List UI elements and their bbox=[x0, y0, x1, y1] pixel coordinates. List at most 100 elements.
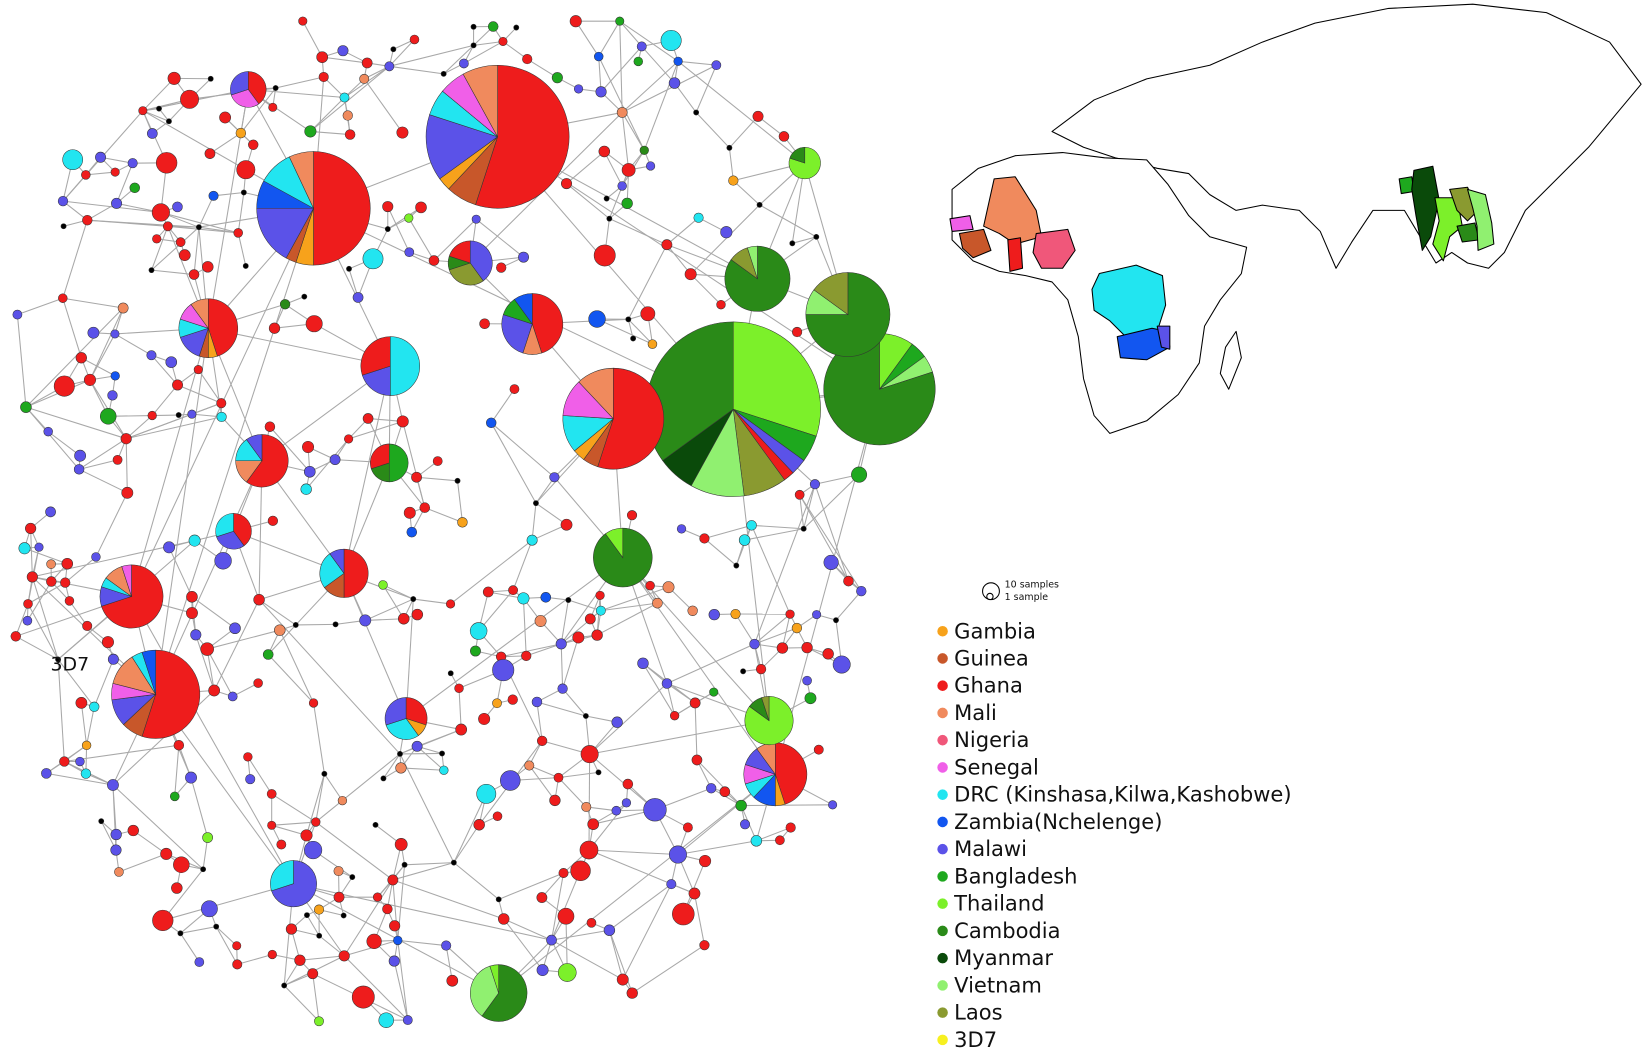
edge bbox=[365, 618, 404, 621]
haplotype-node bbox=[337, 796, 348, 806]
haplotype-node bbox=[177, 930, 184, 937]
haplotype-node bbox=[308, 698, 319, 708]
edge bbox=[453, 862, 500, 900]
haplotype-node bbox=[594, 51, 604, 62]
edge bbox=[78, 459, 118, 470]
edge bbox=[463, 41, 504, 64]
haplotype-node bbox=[389, 920, 401, 932]
haplotype-node bbox=[305, 315, 323, 333]
edge bbox=[31, 576, 59, 660]
haplotype-node bbox=[195, 224, 202, 231]
haplotype-node bbox=[99, 408, 117, 425]
edge bbox=[160, 211, 239, 234]
edge bbox=[568, 599, 601, 612]
edge bbox=[757, 115, 785, 137]
haplotype-node bbox=[83, 373, 96, 386]
vietnam bbox=[1467, 188, 1495, 251]
haplotype-node bbox=[557, 963, 577, 982]
haplotype-node bbox=[274, 624, 286, 636]
legend-label: Guinea bbox=[954, 645, 1029, 670]
haplotype-node bbox=[611, 805, 622, 816]
haplotype-node bbox=[342, 110, 353, 121]
haplotype-node bbox=[301, 293, 308, 300]
haplotype-node bbox=[595, 86, 607, 98]
haplotype-node bbox=[262, 649, 274, 660]
pie-slice bbox=[532, 293, 564, 354]
haplotype-node bbox=[843, 575, 854, 587]
haplotype-node bbox=[533, 500, 539, 507]
legend-dot bbox=[937, 898, 948, 909]
pie-slice bbox=[605, 527, 624, 559]
haplotype-node bbox=[89, 701, 100, 712]
edge bbox=[114, 333, 152, 356]
haplotype-node bbox=[633, 56, 643, 67]
haplotype-node bbox=[549, 794, 561, 807]
pie-slice bbox=[216, 530, 245, 550]
haplotype-node bbox=[459, 58, 469, 69]
edge bbox=[62, 174, 87, 202]
edge bbox=[306, 914, 320, 937]
haplotype-node bbox=[595, 769, 602, 776]
haplotype-node bbox=[200, 866, 207, 873]
haplotype-node bbox=[823, 554, 839, 570]
edge bbox=[424, 507, 463, 523]
edge bbox=[600, 586, 669, 612]
pie-slice bbox=[313, 151, 371, 266]
haplotype-node bbox=[726, 144, 733, 151]
haplotype-node bbox=[204, 148, 216, 159]
edge bbox=[383, 753, 401, 779]
haplotype-node bbox=[127, 824, 139, 837]
haplotype-node bbox=[267, 949, 277, 960]
edge bbox=[299, 955, 345, 961]
haplotype-node bbox=[216, 398, 227, 409]
pie-slice bbox=[360, 336, 391, 376]
edge bbox=[565, 916, 568, 973]
haplotype-node bbox=[349, 874, 356, 880]
edge bbox=[531, 524, 567, 541]
edge bbox=[490, 388, 515, 424]
edge bbox=[536, 701, 543, 741]
edge bbox=[26, 581, 52, 621]
haplotype-node bbox=[496, 262, 507, 273]
haplotype-node bbox=[740, 819, 751, 830]
pie-slice bbox=[789, 147, 806, 164]
haplotype-node bbox=[738, 534, 751, 546]
haplotype-node bbox=[470, 23, 477, 30]
haplotype-node bbox=[689, 697, 701, 709]
haplotype-node bbox=[311, 817, 321, 827]
edge bbox=[408, 217, 435, 261]
edge bbox=[190, 777, 209, 838]
legend-dot bbox=[937, 625, 948, 637]
haplotype-node bbox=[457, 517, 468, 528]
pie-slice bbox=[246, 434, 263, 462]
edge bbox=[756, 827, 791, 842]
edge bbox=[397, 939, 447, 947]
haplotype-node bbox=[268, 102, 278, 112]
haplotype-node bbox=[87, 326, 100, 339]
edge bbox=[95, 492, 128, 558]
haplotype-node bbox=[447, 670, 454, 677]
haplotype-node bbox=[409, 34, 420, 45]
edge bbox=[207, 629, 280, 650]
edge bbox=[458, 688, 462, 730]
pie-slice bbox=[370, 443, 390, 470]
edge bbox=[677, 840, 757, 856]
edge bbox=[15, 635, 59, 660]
pie-slice bbox=[462, 64, 498, 137]
edge bbox=[522, 598, 527, 656]
haplotype-node bbox=[169, 791, 180, 802]
legend-dot bbox=[937, 789, 948, 800]
haplotype-node bbox=[207, 75, 214, 82]
edge bbox=[87, 219, 199, 228]
edge bbox=[400, 767, 444, 771]
haplotype-node bbox=[746, 520, 757, 531]
legend-label: Myanmar bbox=[954, 945, 1053, 970]
legend-dot bbox=[937, 816, 948, 828]
edge bbox=[279, 629, 315, 704]
haplotype-node bbox=[46, 576, 57, 587]
legend-label: Mali bbox=[954, 700, 997, 725]
edge bbox=[388, 39, 415, 67]
pie-slice bbox=[448, 240, 471, 264]
haplotype-node bbox=[643, 798, 667, 822]
edge bbox=[453, 793, 487, 863]
